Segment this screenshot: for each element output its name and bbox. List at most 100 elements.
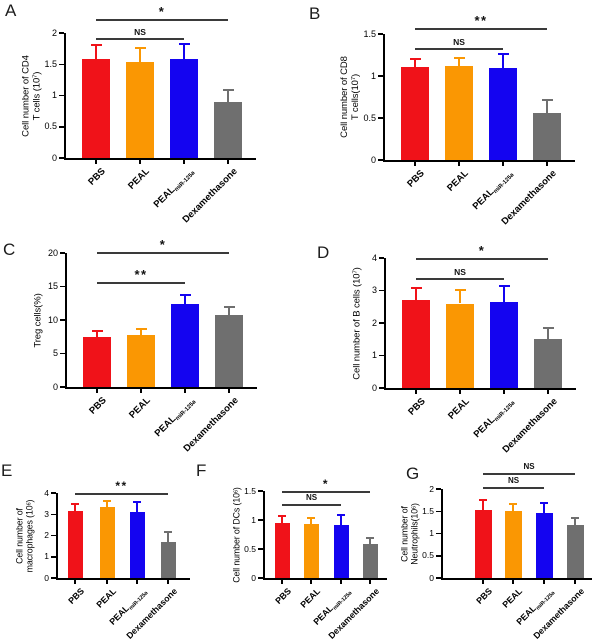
x-axis — [263, 578, 387, 580]
error-bar-cap — [278, 514, 286, 517]
sig-line — [415, 28, 547, 30]
error-bar-line — [136, 501, 138, 513]
panel-letter-c: C — [3, 240, 16, 259]
y-tick-label: 0 — [51, 152, 57, 163]
x-axis — [383, 160, 575, 162]
y-axis-title: Treg cells(%) — [32, 292, 43, 348]
error-bar-cap — [337, 513, 345, 516]
y-tick-label: 2 — [51, 27, 57, 38]
bar-peal-mir-125a — [489, 68, 517, 160]
error-bar-cap — [164, 530, 172, 533]
y-tick-label: 20 — [47, 247, 58, 258]
error-bar-line — [547, 327, 549, 339]
panel-letter-e: E — [1, 461, 13, 480]
x-tick-label: PEALmiR-125a — [470, 172, 516, 213]
bar-dexamethasone — [215, 315, 243, 387]
y-axis — [383, 34, 385, 162]
y-tick-label: 0 — [370, 154, 376, 165]
y-tick — [51, 513, 56, 515]
sig-line — [97, 252, 229, 254]
y-tick — [379, 354, 384, 357]
error-bar-line — [106, 500, 108, 507]
y-tick — [436, 488, 441, 490]
panel-letter-b: B — [309, 4, 321, 23]
y-axis — [263, 491, 265, 580]
y-tick — [379, 322, 384, 324]
y-tick — [378, 33, 383, 35]
error-bar-line — [340, 514, 342, 525]
panel-letter-a: A — [5, 1, 17, 20]
y-tick-label: 0.5 — [363, 112, 376, 123]
bar-dexamethasone — [214, 101, 242, 158]
error-bar-cap — [71, 503, 79, 506]
sig-label: ** — [115, 479, 128, 493]
sig-label: ** — [474, 13, 488, 28]
panel-letter-g: G — [406, 464, 420, 483]
sig-line — [96, 19, 228, 21]
y-tick-label: 0 — [251, 572, 256, 583]
sig-line — [97, 282, 185, 284]
y-tick-label: 1 — [429, 528, 434, 538]
sig-label: * — [322, 477, 330, 491]
y-axis-title: Cell number of Neutrophils(106) — [399, 502, 419, 565]
error-bar-line — [183, 43, 185, 60]
bar-pbs — [82, 59, 110, 158]
y-tick-label: 3 — [371, 285, 377, 295]
y-tick-label: 1 — [44, 551, 49, 562]
bar-peal-mir-125a — [170, 59, 198, 158]
y-tick-label: 0 — [44, 572, 49, 583]
error-bar-cap — [133, 501, 141, 503]
y-tick — [258, 519, 263, 521]
bar-pbs — [67, 511, 83, 578]
y-tick — [51, 577, 56, 579]
x-tick — [502, 162, 504, 166]
x-tick — [512, 580, 514, 584]
error-bar-cap — [542, 327, 554, 330]
error-bar-line — [415, 287, 417, 301]
error-bar-line — [414, 58, 416, 67]
x-tick — [503, 390, 505, 394]
x-tick — [281, 580, 283, 584]
x-tick — [369, 580, 371, 584]
y-axis-title: Cell number of macrophages (106) — [14, 499, 34, 572]
y-tick — [436, 532, 441, 535]
bar-peal — [504, 511, 522, 578]
y-tick-label: 2 — [44, 530, 49, 540]
error-bar-cap — [178, 43, 190, 46]
x-tick — [340, 580, 342, 584]
error-bar-line — [459, 289, 461, 304]
error-bar-cap — [540, 501, 548, 504]
sig-label: NS — [454, 267, 466, 277]
y-tick — [258, 548, 263, 550]
error-bar-cap — [541, 99, 553, 102]
x-tick — [228, 389, 230, 393]
error-bar-line — [502, 53, 504, 69]
error-bar-line — [546, 99, 548, 113]
error-bar-line — [167, 531, 169, 542]
y-tick — [51, 534, 56, 537]
bar-peal — [126, 62, 154, 158]
y-tick — [60, 352, 65, 355]
y-axis — [65, 253, 67, 389]
y-tick-label: 0 — [52, 381, 58, 392]
bar-peal-mir-125a — [535, 513, 553, 578]
sig-line — [416, 278, 504, 280]
y-axis-title: Cell number of CD8 T cells(107) — [339, 56, 361, 138]
error-bar-cap — [571, 517, 579, 520]
bar-peal — [303, 524, 319, 578]
error-bar-cap — [366, 537, 374, 540]
x-tick-label: PEAL — [445, 168, 471, 194]
x-tick — [546, 162, 548, 166]
error-bar-line — [184, 294, 186, 304]
sig-line — [416, 258, 548, 260]
y-tick-label: 2 — [429, 483, 434, 494]
y-tick-label: 1 — [51, 90, 57, 100]
sig-label: * — [158, 4, 166, 19]
error-bar-cap — [479, 498, 487, 501]
y-tick-label: 1 — [371, 350, 377, 360]
y-tick-label: 0 — [371, 382, 377, 393]
error-bar-line — [310, 517, 312, 525]
y-axis-title: Cell number of DCs (106) — [231, 486, 241, 583]
sig-line — [483, 473, 575, 475]
x-axis — [64, 158, 256, 160]
